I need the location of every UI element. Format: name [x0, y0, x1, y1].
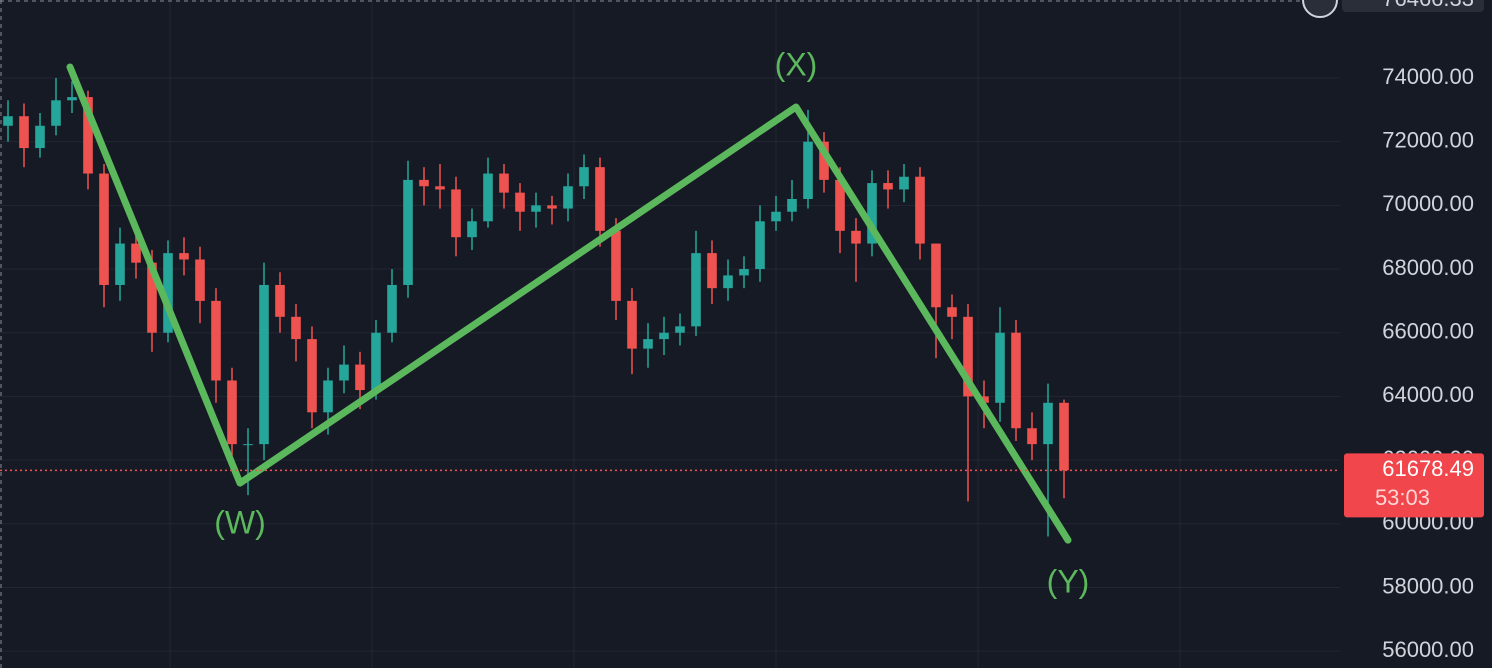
candle-body — [723, 275, 733, 289]
last-price-box — [1344, 453, 1484, 518]
candle-body — [899, 176, 909, 190]
candle-body — [211, 300, 221, 381]
candle-body — [323, 380, 333, 413]
candle-body — [915, 176, 925, 244]
candle-body — [835, 179, 845, 231]
candle-body — [979, 396, 989, 403]
last-price-label: 61678.49 — [1382, 456, 1474, 481]
candle-body — [35, 125, 45, 149]
candle-body — [275, 284, 285, 317]
candle-body — [291, 316, 301, 340]
countdown-label: 53:03 — [1375, 485, 1430, 510]
top-price-label: 76466.33 — [1382, 0, 1474, 11]
wave-label: (W) — [214, 505, 266, 541]
candle-body — [99, 173, 109, 285]
add-button[interactable] — [1302, 0, 1338, 18]
y-tick-label: 70000.00 — [1382, 191, 1474, 216]
candle-body — [115, 243, 125, 285]
candle-body — [851, 230, 861, 244]
candle-body — [659, 332, 669, 340]
candle-body — [339, 364, 349, 381]
candle-body — [307, 339, 317, 413]
candle-body — [451, 189, 461, 238]
candle-body — [355, 364, 365, 391]
y-tick-label: 64000.00 — [1382, 382, 1474, 407]
y-tick-label: 74000.00 — [1382, 64, 1474, 89]
wave-label: (Y) — [1047, 564, 1090, 600]
candle-body — [931, 243, 941, 308]
candle-body — [243, 444, 253, 446]
candle-body — [19, 116, 29, 149]
y-tick-label: 68000.00 — [1382, 255, 1474, 280]
candle-body — [819, 141, 829, 180]
candle-body — [675, 326, 685, 333]
y-tick-label: 56000.00 — [1382, 637, 1474, 662]
candle-body — [467, 221, 477, 238]
candle-body — [403, 179, 413, 285]
candle-body — [1059, 402, 1069, 471]
candle-body — [803, 141, 813, 199]
candle-body — [371, 332, 381, 391]
candle-body — [67, 97, 77, 101]
candle-body — [387, 284, 397, 333]
candle-body — [147, 262, 157, 333]
candle-body — [963, 316, 973, 397]
candle-body — [707, 253, 717, 289]
candle-body — [515, 192, 525, 212]
candle-body — [83, 97, 93, 174]
candle-body — [627, 300, 637, 349]
candle-body — [1011, 332, 1021, 429]
candle-body — [531, 205, 541, 212]
candle-body — [259, 284, 269, 445]
candle-body — [595, 167, 605, 231]
candle-body — [867, 183, 877, 244]
top-price-box — [1342, 0, 1484, 12]
candle-body — [419, 179, 429, 187]
candle-body — [579, 167, 589, 187]
candle-body — [179, 253, 189, 260]
candle-body — [227, 380, 237, 445]
wave-label: (X) — [775, 46, 818, 82]
candle-body — [499, 173, 509, 193]
candle-body — [3, 116, 13, 126]
y-tick-label: 58000.00 — [1382, 573, 1474, 598]
candle-body — [643, 339, 653, 349]
candle-body — [771, 211, 781, 222]
candle-body — [947, 307, 957, 317]
candle-body — [995, 332, 1005, 403]
candle-body — [51, 100, 61, 126]
candle-body — [163, 253, 173, 333]
candle-body — [435, 186, 445, 190]
candle-body — [755, 221, 765, 270]
candle-body — [1027, 428, 1037, 445]
candle-body — [547, 205, 557, 209]
candle-body — [195, 259, 205, 301]
y-tick-label: 66000.00 — [1382, 319, 1474, 344]
candle-body — [691, 253, 701, 327]
candle-body — [563, 186, 573, 209]
candle-body — [787, 198, 797, 212]
y-tick-label: 72000.00 — [1382, 127, 1474, 152]
candle-body — [883, 183, 893, 190]
wave-line — [66, 63, 1072, 544]
candle-body — [131, 243, 141, 263]
candle-body — [1043, 402, 1053, 445]
candle-body — [483, 173, 493, 222]
candle-body — [739, 269, 749, 276]
candle-body — [611, 230, 621, 301]
